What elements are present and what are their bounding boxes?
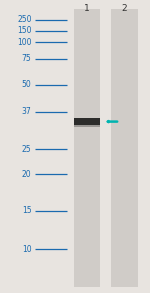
Text: 25: 25 (22, 145, 32, 154)
Text: 1: 1 (84, 4, 90, 13)
Text: 2: 2 (122, 4, 127, 13)
Bar (111, 9, 138, 287)
Text: 20: 20 (22, 170, 32, 179)
Bar (74, 118, 100, 125)
Text: 15: 15 (22, 207, 32, 215)
Text: 37: 37 (22, 108, 32, 116)
Text: 10: 10 (22, 245, 32, 253)
Text: 150: 150 (17, 26, 32, 35)
Text: 50: 50 (22, 81, 32, 89)
Text: 75: 75 (22, 54, 32, 63)
Text: 100: 100 (17, 38, 32, 47)
Bar (74, 125, 100, 127)
Text: 250: 250 (17, 16, 32, 24)
Bar (74, 9, 100, 287)
